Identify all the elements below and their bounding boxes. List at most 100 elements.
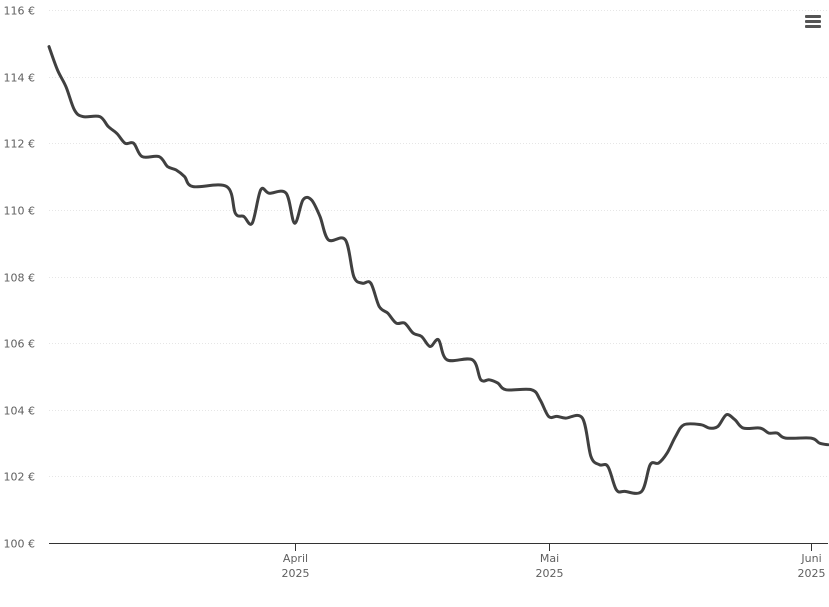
data-point[interactable] xyxy=(283,190,289,196)
data-point[interactable] xyxy=(546,413,552,419)
data-point[interactable] xyxy=(757,425,763,431)
data-point[interactable] xyxy=(664,450,670,456)
data-point[interactable] xyxy=(639,488,645,494)
y-tick-label: 110 € xyxy=(4,205,36,218)
data-point[interactable] xyxy=(681,422,687,428)
data-point[interactable] xyxy=(495,380,501,386)
x-tick-label: Juni xyxy=(800,552,821,565)
data-point[interactable] xyxy=(444,357,450,363)
data-point[interactable] xyxy=(359,280,365,286)
data-point[interactable] xyxy=(300,197,306,203)
data-point[interactable] xyxy=(554,413,560,419)
data-point[interactable] xyxy=(563,415,569,421)
y-tick-label: 104 € xyxy=(4,405,36,418)
y-tick-label: 108 € xyxy=(4,272,36,285)
data-point[interactable] xyxy=(698,422,704,428)
data-point[interactable] xyxy=(139,154,145,160)
data-point[interactable] xyxy=(605,463,611,469)
data-point[interactable] xyxy=(385,310,391,316)
data-point[interactable] xyxy=(156,154,162,160)
hamburger-menu-icon-bar xyxy=(805,20,821,23)
data-point[interactable] xyxy=(173,167,179,173)
x-axis: April 2025 Mai 2025 Juni 2025 xyxy=(49,543,828,580)
data-point[interactable] xyxy=(55,67,61,73)
data-point[interactable] xyxy=(613,487,619,493)
data-point[interactable] xyxy=(419,334,425,340)
data-point[interactable] xyxy=(427,344,433,350)
series-group xyxy=(46,44,829,495)
data-point[interactable] xyxy=(673,433,679,439)
data-point[interactable] xyxy=(241,214,247,220)
grid-lines xyxy=(49,10,828,477)
data-point[interactable] xyxy=(469,357,475,363)
y-tick-label: 102 € xyxy=(4,471,36,484)
data-point[interactable] xyxy=(97,114,103,120)
data-point[interactable] xyxy=(647,462,653,468)
data-point[interactable] xyxy=(317,214,323,220)
data-point[interactable] xyxy=(825,442,829,448)
y-tick-label: 106 € xyxy=(4,338,36,351)
data-point[interactable] xyxy=(46,44,52,50)
data-point[interactable] xyxy=(783,435,789,441)
data-point[interactable] xyxy=(766,430,772,436)
data-point[interactable] xyxy=(258,187,264,193)
x-tick-year: 2025 xyxy=(798,567,826,580)
data-point[interactable] xyxy=(224,184,230,190)
data-point[interactable] xyxy=(165,164,171,170)
data-point[interactable] xyxy=(342,237,348,243)
data-point[interactable] xyxy=(486,377,492,383)
x-tick-label: April xyxy=(283,552,308,565)
data-point[interactable] xyxy=(232,210,238,216)
data-point[interactable] xyxy=(351,274,357,280)
data-point[interactable] xyxy=(478,377,484,383)
data-point[interactable] xyxy=(249,220,255,226)
y-tick-label: 114 € xyxy=(4,72,36,85)
data-point[interactable] xyxy=(817,440,823,446)
data-point[interactable] xyxy=(266,190,272,196)
hamburger-menu-icon-bar xyxy=(805,25,821,28)
data-point[interactable] xyxy=(105,124,111,130)
data-point[interactable] xyxy=(588,453,594,459)
data-point[interactable] xyxy=(707,425,713,431)
data-point[interactable] xyxy=(410,330,416,336)
data-point[interactable] xyxy=(292,220,298,226)
y-tick-label: 100 € xyxy=(4,538,36,551)
data-point[interactable] xyxy=(114,130,120,136)
data-point[interactable] xyxy=(368,280,374,286)
data-point[interactable] xyxy=(71,107,77,113)
data-point[interactable] xyxy=(579,415,585,421)
data-point[interactable] xyxy=(740,425,746,431)
data-point[interactable] xyxy=(529,387,535,393)
data-point[interactable] xyxy=(190,184,196,190)
data-point[interactable] xyxy=(723,412,729,418)
data-point[interactable] xyxy=(656,460,662,466)
x-tick-year: 2025 xyxy=(536,567,564,580)
data-point[interactable] xyxy=(309,197,315,203)
data-point[interactable] xyxy=(122,140,128,146)
x-tick-year: 2025 xyxy=(282,567,310,580)
data-point[interactable] xyxy=(393,320,399,326)
hamburger-menu-icon xyxy=(805,15,821,18)
data-point[interactable] xyxy=(63,84,69,90)
data-point[interactable] xyxy=(436,337,442,343)
data-point[interactable] xyxy=(131,140,137,146)
data-point[interactable] xyxy=(80,114,86,120)
data-point[interactable] xyxy=(808,435,814,441)
data-point[interactable] xyxy=(715,423,721,429)
data-point[interactable] xyxy=(774,430,780,436)
x-tick-label: Mai xyxy=(540,552,559,565)
y-tick-label: 112 € xyxy=(4,138,36,151)
series-line xyxy=(47,45,829,495)
data-point[interactable] xyxy=(596,462,602,468)
data-point[interactable] xyxy=(182,174,188,180)
data-point[interactable] xyxy=(376,304,382,310)
data-point[interactable] xyxy=(503,387,509,393)
data-point[interactable] xyxy=(537,397,543,403)
data-point[interactable] xyxy=(732,417,738,423)
data-point[interactable] xyxy=(325,237,331,243)
chart-menu-button[interactable] xyxy=(800,10,826,34)
y-tick-label: 116 € xyxy=(4,5,36,18)
data-point[interactable] xyxy=(622,488,628,494)
data-point[interactable] xyxy=(402,320,408,326)
